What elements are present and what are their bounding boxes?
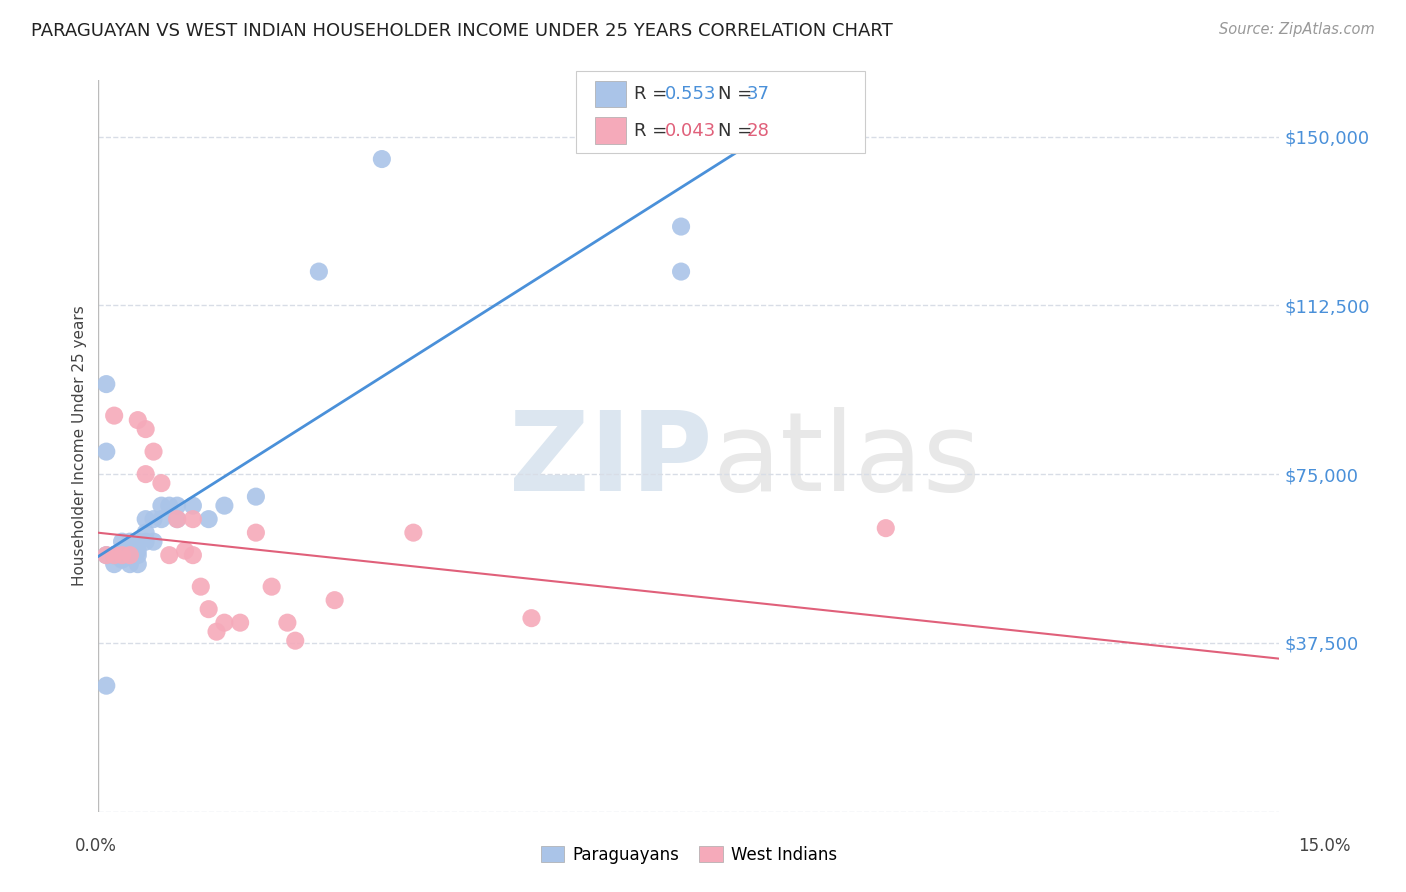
Point [103, 548, 125, 562]
Text: R =: R = [634, 121, 673, 140]
Point [96, 548, 118, 562]
Point [96, 679, 118, 693]
Text: N =: N = [718, 121, 758, 140]
Point [118, 534, 141, 549]
Point [96, 548, 118, 562]
Point [214, 615, 236, 630]
Point [127, 548, 149, 562]
Point [127, 543, 149, 558]
Point [135, 467, 157, 482]
Point [142, 534, 165, 549]
Point [96, 377, 118, 392]
Point [135, 525, 157, 540]
Point [260, 580, 283, 594]
Point [150, 476, 173, 491]
Point [166, 512, 188, 526]
Point [127, 557, 149, 571]
Point [205, 624, 228, 639]
Y-axis label: Householder Income Under 25 years: Householder Income Under 25 years [72, 306, 87, 586]
Text: ZIP: ZIP [509, 407, 713, 514]
Point [118, 548, 141, 562]
Point [669, 264, 692, 278]
Point [111, 534, 134, 549]
Point [111, 548, 134, 562]
Text: R =: R = [634, 85, 673, 103]
Point [308, 264, 330, 278]
Point [157, 548, 180, 562]
Point [284, 633, 307, 648]
Point [229, 615, 252, 630]
Point [174, 543, 197, 558]
Point [111, 548, 134, 562]
Point [111, 552, 134, 566]
Point [197, 602, 219, 616]
Point [96, 444, 118, 458]
Text: 15.0%: 15.0% [1298, 837, 1351, 855]
Text: atlas: atlas [713, 407, 981, 514]
Point [197, 512, 219, 526]
Point [127, 413, 149, 427]
Point [181, 512, 204, 526]
Text: Source: ZipAtlas.com: Source: ZipAtlas.com [1219, 22, 1375, 37]
Point [118, 557, 141, 571]
Point [181, 499, 204, 513]
Legend: Paraguayans, West Indians: Paraguayans, West Indians [534, 839, 844, 871]
Text: 0.553: 0.553 [665, 85, 717, 103]
Point [190, 580, 212, 594]
Point [103, 548, 125, 562]
Point [103, 548, 125, 562]
Point [103, 409, 125, 423]
Text: N =: N = [718, 85, 758, 103]
Point [118, 543, 141, 558]
Point [181, 548, 204, 562]
Point [166, 512, 188, 526]
Point [111, 543, 134, 558]
Point [371, 152, 394, 166]
Point [135, 422, 157, 436]
Text: 0.0%: 0.0% [75, 837, 117, 855]
Text: PARAGUAYAN VS WEST INDIAN HOUSEHOLDER INCOME UNDER 25 YEARS CORRELATION CHART: PARAGUAYAN VS WEST INDIAN HOUSEHOLDER IN… [31, 22, 893, 40]
Point [118, 548, 141, 562]
Point [669, 219, 692, 234]
Point [142, 444, 165, 458]
Point [520, 611, 543, 625]
Point [166, 499, 188, 513]
Point [157, 499, 180, 513]
Point [323, 593, 346, 607]
Point [150, 499, 173, 513]
Point [127, 534, 149, 549]
Point [276, 615, 298, 630]
Point [103, 557, 125, 571]
Point [150, 512, 173, 526]
Text: 0.043: 0.043 [665, 121, 716, 140]
Point [135, 512, 157, 526]
Point [875, 521, 897, 535]
Text: 28: 28 [747, 121, 769, 140]
Point [135, 534, 157, 549]
Point [214, 499, 236, 513]
Point [402, 525, 425, 540]
Point [245, 490, 267, 504]
Point [142, 512, 165, 526]
Text: 37: 37 [747, 85, 769, 103]
Point [245, 525, 267, 540]
